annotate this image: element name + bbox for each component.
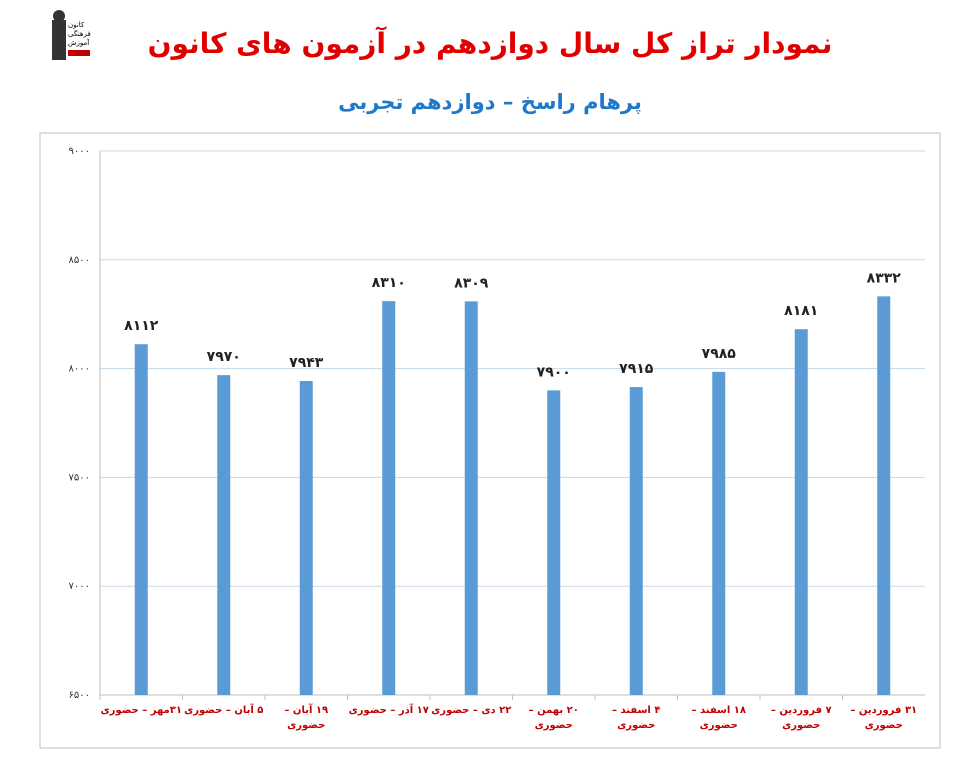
x-tick-label: ۱۷ آذر – حضوری (348, 705, 429, 716)
value-label: ۷۹۴۳ (289, 355, 324, 371)
bar (877, 296, 891, 695)
bar (382, 301, 396, 695)
logo-head (53, 10, 65, 22)
logo-text: آموزش (68, 38, 90, 47)
x-tick-label: ۴ اسفند – حضوری (612, 705, 661, 731)
logo-badge (68, 50, 90, 56)
x-tick-label: ۳۱مهر – حضوری (100, 705, 182, 716)
x-tick-label: ۷ فروردین – حضوری (770, 705, 832, 731)
y-tick-label: ۸۰۰۰ (69, 364, 90, 375)
value-label: ۸۳۳۲ (867, 270, 902, 286)
bar (712, 371, 726, 695)
bar (299, 381, 313, 695)
chart-frame (39, 132, 941, 749)
x-tick-label: ۲۲ دی – حضوری (431, 705, 512, 716)
bar (547, 390, 561, 695)
y-tick-label: ۷۵۰۰ (69, 472, 90, 483)
value-label: ۷۹۷۰ (207, 349, 241, 365)
chart-title: نمودار تراز کل سال دوازدهم در آزمون های … (148, 26, 833, 60)
logo-text: کانون (68, 21, 85, 29)
value-label: ۸۳۰۹ (454, 275, 489, 291)
value-label: ۷۹۱۵ (619, 361, 654, 377)
y-tick-label: ۷۰۰۰ (69, 581, 90, 592)
value-label: ۷۹۰۰ (537, 364, 571, 380)
value-label: ۸۳۱۰ (372, 275, 406, 291)
x-tick-label: ۱۸ اسفند – حضوری (691, 705, 747, 731)
x-tick-label: ۵ آبان – حضوری (184, 705, 264, 716)
chart-subtitle: پرهام راسخ – دوازدهم تجربی (338, 90, 642, 114)
value-label: ۸۱۸۱ (784, 303, 818, 319)
value-label: ۸۱۱۲ (124, 318, 159, 334)
bar (464, 301, 478, 695)
logo: کانون فرهنگی آموزش (52, 10, 91, 60)
bar (629, 387, 643, 695)
y-tick-label: ۶۵۰۰ (69, 690, 90, 701)
bar (134, 344, 148, 695)
logo-text: فرهنگی (68, 29, 91, 38)
bar (794, 329, 808, 695)
y-tick-label: ۹۰۰۰ (69, 146, 90, 157)
x-tick-label: ۳۱ فروردین – حضوری (850, 705, 918, 731)
x-tick-label: ۱۹ آبان – حضوری (284, 705, 329, 731)
logo-figure (52, 20, 66, 60)
x-tick-label: ۲۰ بهمن – حضوری (528, 705, 579, 731)
y-tick-label: ۸۵۰۰ (69, 255, 90, 266)
value-label: ۷۹۸۵ (702, 346, 737, 362)
bar (217, 375, 231, 695)
